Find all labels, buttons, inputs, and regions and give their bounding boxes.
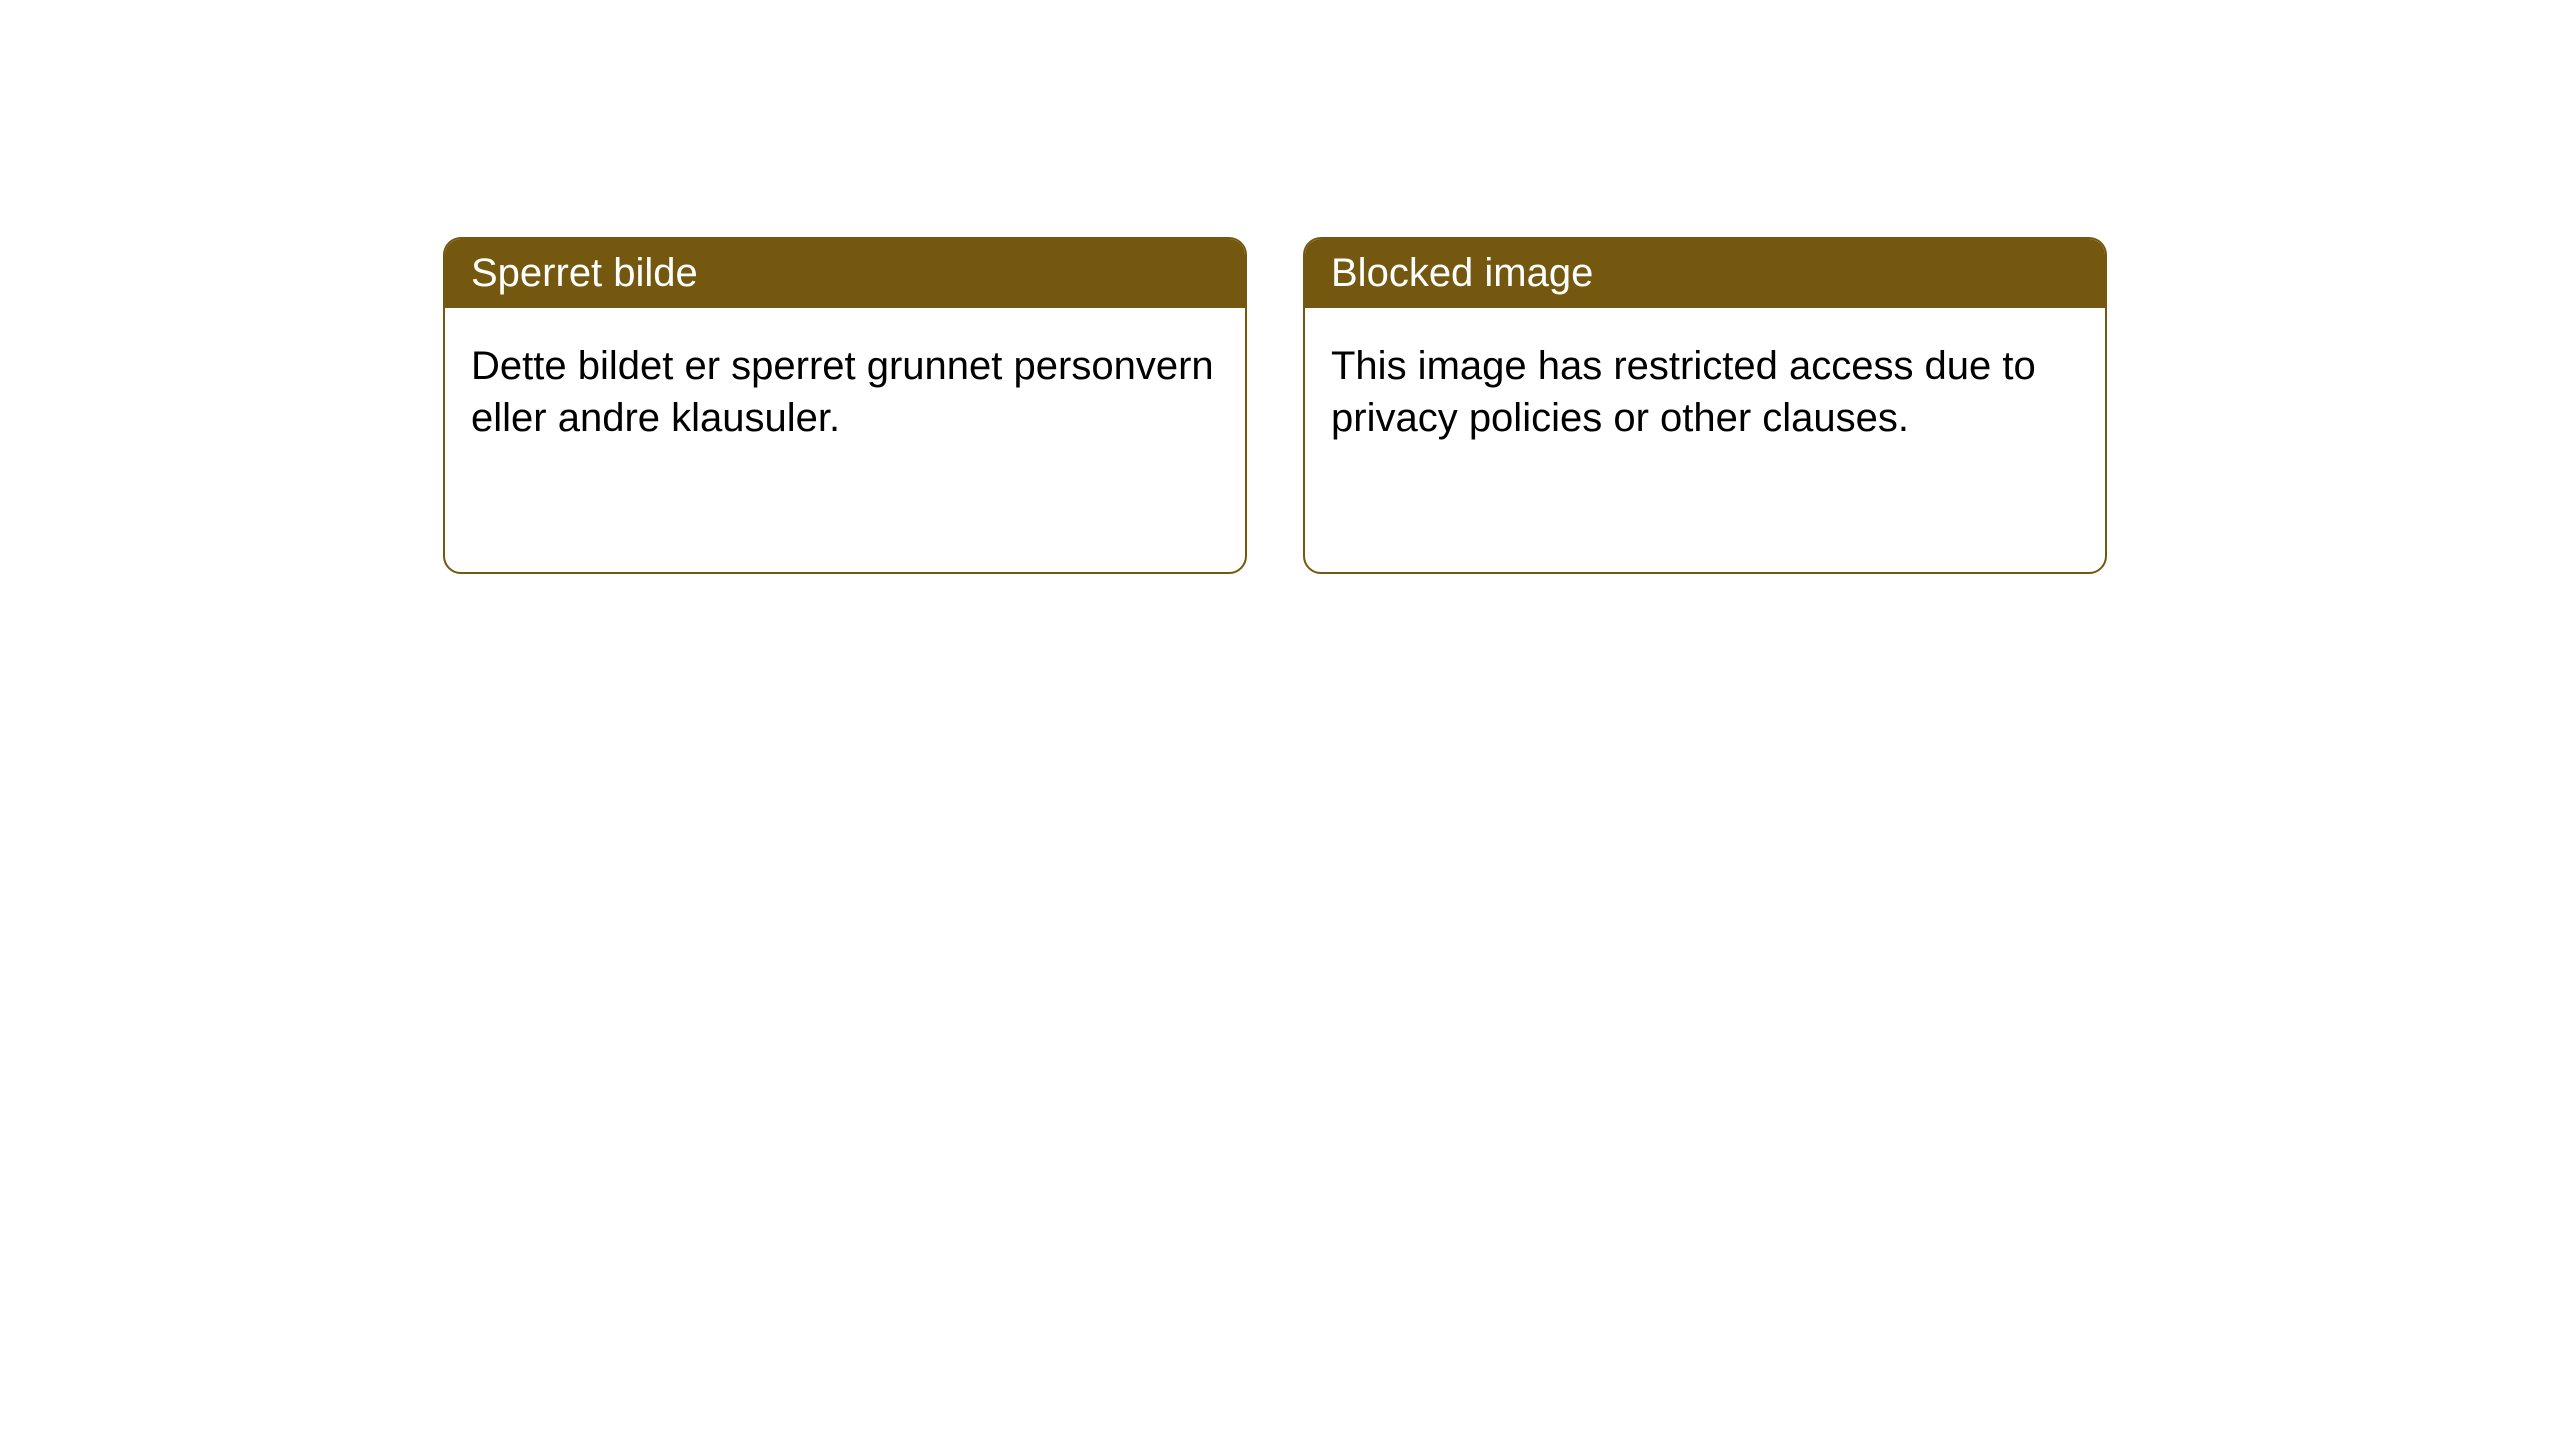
card-title: Blocked image (1305, 239, 2105, 308)
card-body-text: This image has restricted access due to … (1305, 308, 2105, 476)
card-body-text: Dette bildet er sperret grunnet personve… (445, 308, 1245, 476)
blocked-image-cards: Sperret bilde Dette bildet er sperret gr… (443, 237, 2107, 574)
blocked-image-card-english: Blocked image This image has restricted … (1303, 237, 2107, 574)
card-title: Sperret bilde (445, 239, 1245, 308)
blocked-image-card-norwegian: Sperret bilde Dette bildet er sperret gr… (443, 237, 1247, 574)
